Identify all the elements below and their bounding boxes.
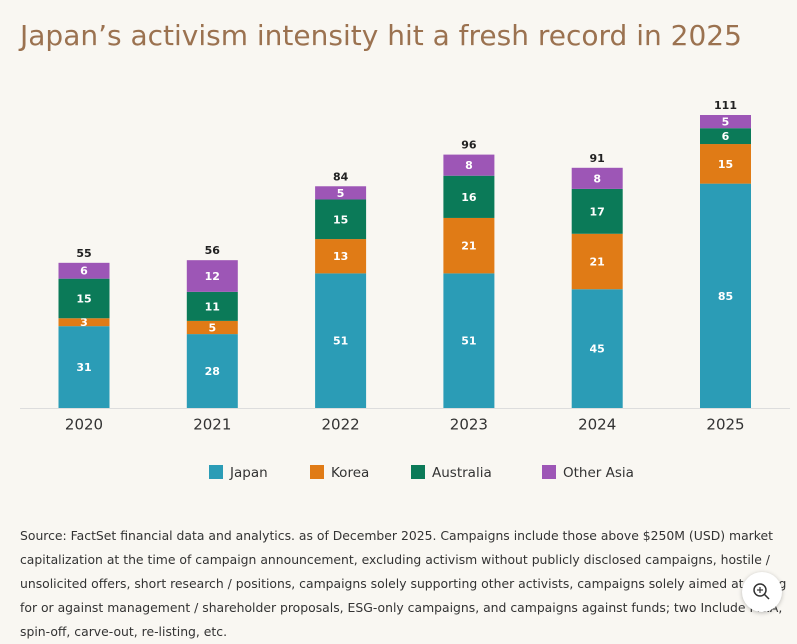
bar-segment: [443, 154, 495, 176]
value-label: 21: [590, 256, 605, 269]
value-label: 51: [333, 335, 348, 348]
total-label: 111: [714, 99, 737, 112]
bar-segment: [58, 318, 110, 327]
value-label: 3: [80, 316, 88, 329]
x-tick-label: 2024: [578, 416, 616, 434]
value-label: 17: [590, 205, 605, 218]
bar-segment: [315, 273, 367, 408]
bar-segment: [700, 115, 751, 129]
bar-segment: [186, 320, 238, 335]
bar-segment: [58, 326, 110, 408]
bar-segment: [315, 239, 367, 274]
legend-swatch: [209, 465, 223, 479]
value-label: 8: [465, 159, 473, 172]
bar-segment: [186, 260, 238, 292]
value-label: 15: [76, 292, 91, 305]
legend-label: Other Asia: [563, 465, 634, 481]
value-label: 5: [722, 116, 730, 129]
value-label: 6: [722, 130, 730, 143]
legend-label: Korea: [331, 465, 369, 481]
value-label: 45: [590, 343, 605, 356]
bar-segment: [700, 144, 751, 184]
value-label: 12: [205, 270, 220, 283]
x-tick-label: 2021: [193, 416, 231, 434]
source-note: Source: FactSet financial data and analy…: [20, 528, 787, 639]
value-label: 16: [461, 191, 477, 204]
value-label: 15: [718, 158, 733, 171]
legend-label: Australia: [432, 465, 492, 481]
zoom-icon: [753, 583, 770, 600]
bar-segment: [315, 199, 367, 240]
bar-segment: [571, 188, 623, 234]
x-tick-label: 2023: [450, 416, 488, 434]
value-label: 5: [337, 187, 345, 200]
value-label: 6: [80, 265, 88, 278]
bar-segment: [186, 291, 238, 321]
x-tick-label: 2020: [65, 416, 103, 434]
total-label: 91: [590, 152, 605, 165]
page: Japan’s activism intensity hit a fresh r…: [18, 19, 790, 639]
total-label: 84: [333, 170, 349, 183]
value-label: 8: [593, 172, 601, 185]
bar-segment: [443, 217, 495, 274]
bar-segment: [186, 334, 238, 408]
bar-segment: [58, 262, 110, 279]
value-label: 21: [461, 240, 476, 253]
zoom-button[interactable]: [742, 572, 782, 612]
value-label: 11: [205, 300, 220, 313]
chart: Japan’s activism intensity hit a fresh r…: [18, 19, 790, 481]
total-label: 55: [76, 247, 91, 260]
bar-segment: [443, 175, 495, 218]
bar-segment: [571, 233, 623, 290]
value-label: 15: [333, 213, 348, 226]
legend-label: Japan: [229, 465, 268, 481]
bar-segment: [700, 128, 751, 145]
x-tick-label: 2025: [706, 416, 744, 434]
value-label: 5: [208, 321, 216, 334]
x-tick-label: 2022: [322, 416, 360, 434]
legend-swatch: [542, 465, 556, 479]
value-label: 51: [461, 335, 476, 348]
bar-segment: [700, 183, 751, 408]
total-label: 96: [461, 139, 477, 152]
value-label: 85: [718, 290, 733, 303]
chart-title: Japan’s activism intensity hit a fresh r…: [18, 19, 742, 52]
total-label: 56: [205, 244, 221, 257]
value-label: 28: [205, 365, 220, 378]
legend-swatch: [411, 465, 425, 479]
bar-segment: [443, 273, 495, 408]
bar-segment: [571, 167, 623, 189]
bar-segment: [571, 289, 623, 408]
value-label: 31: [76, 361, 91, 374]
bar-segment: [315, 186, 367, 200]
bar-segment: [58, 278, 110, 319]
legend-swatch: [310, 465, 324, 479]
value-label: 13: [333, 250, 348, 263]
